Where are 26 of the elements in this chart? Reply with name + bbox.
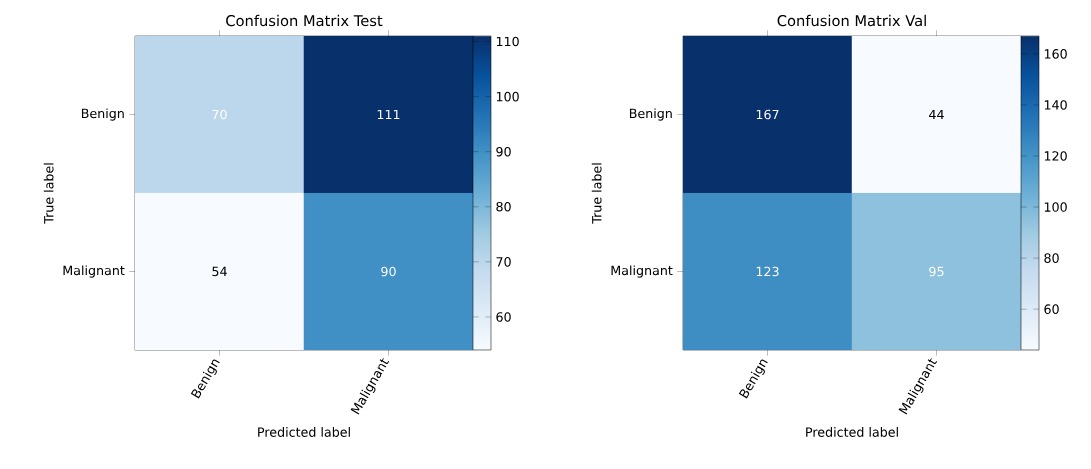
y-axis-title: True label	[43, 163, 54, 224]
color-bar-label: 70	[496, 257, 511, 267]
y-axis-title: True label	[591, 163, 602, 224]
x-axis-title: Predicted label	[258, 427, 350, 437]
color-bar-label: 90	[496, 146, 511, 157]
color-bar-label: 140	[1044, 100, 1067, 110]
data-label: 123	[756, 266, 779, 277]
color-bar-label: 120	[1044, 151, 1067, 161]
color-bar-label: 100	[1044, 202, 1067, 212]
data-label: 111	[377, 109, 400, 120]
color-bar-label: 100	[496, 91, 519, 102]
color-bar-label: 60	[496, 312, 511, 322]
x-axis-title: Predicted label	[806, 427, 898, 437]
data-label: 44	[929, 109, 944, 120]
chart-title: Confusion Matrix Val	[777, 14, 926, 27]
data-label: 167	[756, 109, 779, 120]
data-label: 95	[929, 266, 944, 277]
chart-title: Confusion Matrix Test	[226, 14, 383, 27]
color-bar-label: 160	[1044, 49, 1067, 59]
data-label: 90	[381, 266, 396, 277]
color-bar-label: 60	[1044, 304, 1059, 314]
color-bar-label: 80	[1044, 253, 1059, 263]
color-bar-label: 110	[496, 36, 519, 47]
data-label: 54	[212, 266, 227, 277]
color-bar-label: 80	[496, 201, 511, 212]
data-label: 70	[212, 109, 227, 120]
